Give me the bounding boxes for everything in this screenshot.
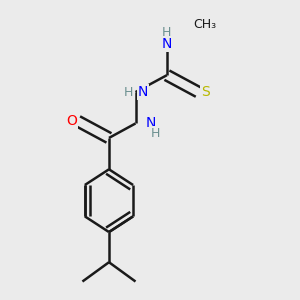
- Text: H: H: [151, 127, 160, 140]
- Text: H: H: [124, 85, 133, 99]
- Text: O: O: [67, 114, 78, 128]
- Text: CH₃: CH₃: [194, 18, 217, 31]
- Text: N: N: [145, 116, 155, 130]
- Text: N: N: [138, 85, 148, 99]
- Text: H: H: [162, 26, 172, 39]
- Text: S: S: [201, 85, 209, 99]
- Text: N: N: [162, 37, 172, 51]
